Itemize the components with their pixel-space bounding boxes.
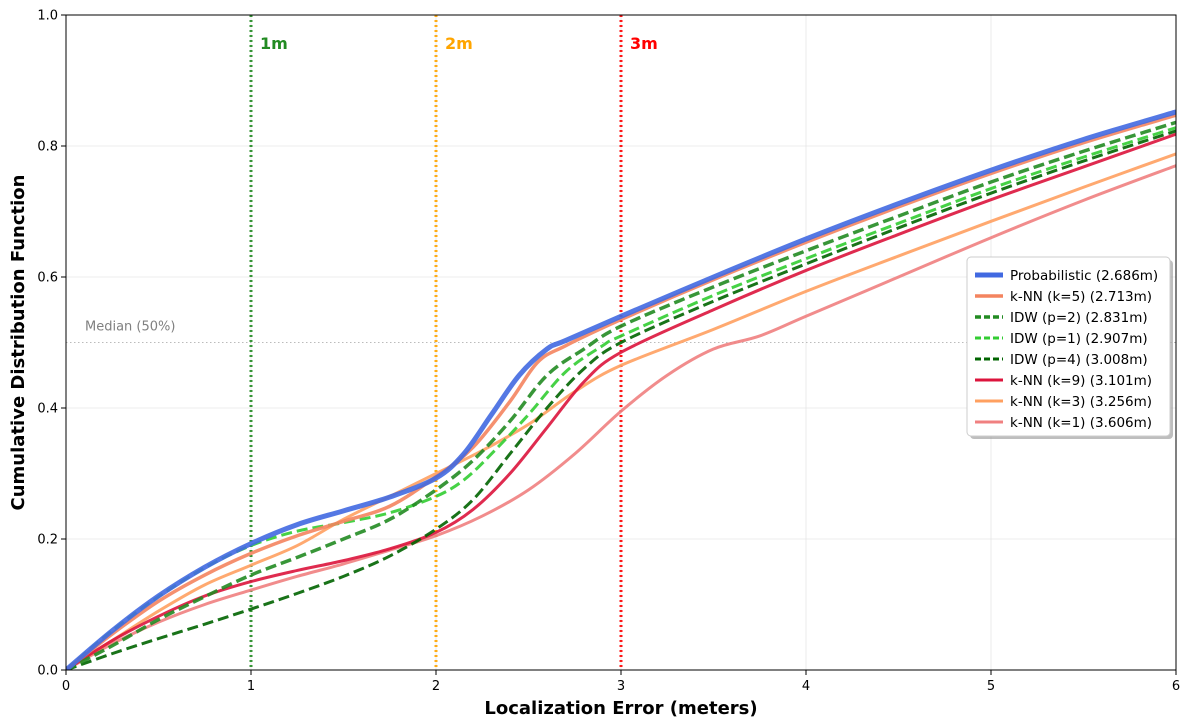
legend-entry-2: k-NN (k=5) (2.713m) [1010,289,1152,305]
x-tick-label: 6 [1172,679,1180,694]
median-label: Median (50%) [85,320,175,335]
y-tick-label: 0.0 [37,664,58,679]
y-tick-label: 0.2 [37,533,58,548]
y-tick-label: 0.4 [37,402,58,417]
legend-box [966,256,1171,437]
legend-entry-7: k-NN (k=3) (3.256m) [1010,394,1152,410]
x-tick-label: 2 [432,679,440,694]
series-line-3 [66,120,1176,670]
series-group [66,109,1176,670]
y-tick-label: 1.0 [37,9,58,24]
reference-lines: 1m 2m 3m [249,15,658,670]
legend-entry-1: Probabilistic (2.686m) [1010,268,1158,284]
series-line-1 [66,109,1176,670]
series-line-5 [66,129,1176,670]
y-tick-label: 0.6 [37,271,58,286]
axis-ticks: 0 1 2 3 4 5 6 0.0 0.2 0.4 0.6 0.8 1.0 [37,9,1180,695]
series-line-2 [66,113,1176,670]
series-line-8 [66,164,1176,670]
x-tick-label: 1 [247,679,255,694]
x-tick-label: 0 [62,679,70,694]
y-axis-label: Cumulative Distribution Function [8,175,29,511]
legend-entry-4: IDW (p=1) (2.907m) [1010,331,1148,347]
x-axis-label: Localization Error (meters) [484,698,757,719]
x-tick-label: 3 [617,679,625,694]
reference-label-1m: 1m [260,34,288,53]
reference-label-2m: 2m [445,34,473,53]
legend-entry-6: k-NN (k=9) (3.101m) [1010,373,1152,389]
legend-entry-5: IDW (p=4) (3.008m) [1010,352,1148,368]
legend-entry-3: IDW (p=2) (2.831m) [1010,310,1148,326]
series-line-7 [66,152,1176,670]
legend: Probabilistic (2.686m) k-NN (k=5) (2.713m… [966,256,1173,439]
legend-entry-8: k-NN (k=1) (3.606m) [1010,415,1152,431]
x-tick-label: 5 [987,679,995,694]
y-tick-label: 0.8 [37,140,58,155]
x-tick-label: 4 [802,679,810,694]
reference-label-3m: 3m [630,34,658,53]
series-line-6 [66,132,1176,670]
